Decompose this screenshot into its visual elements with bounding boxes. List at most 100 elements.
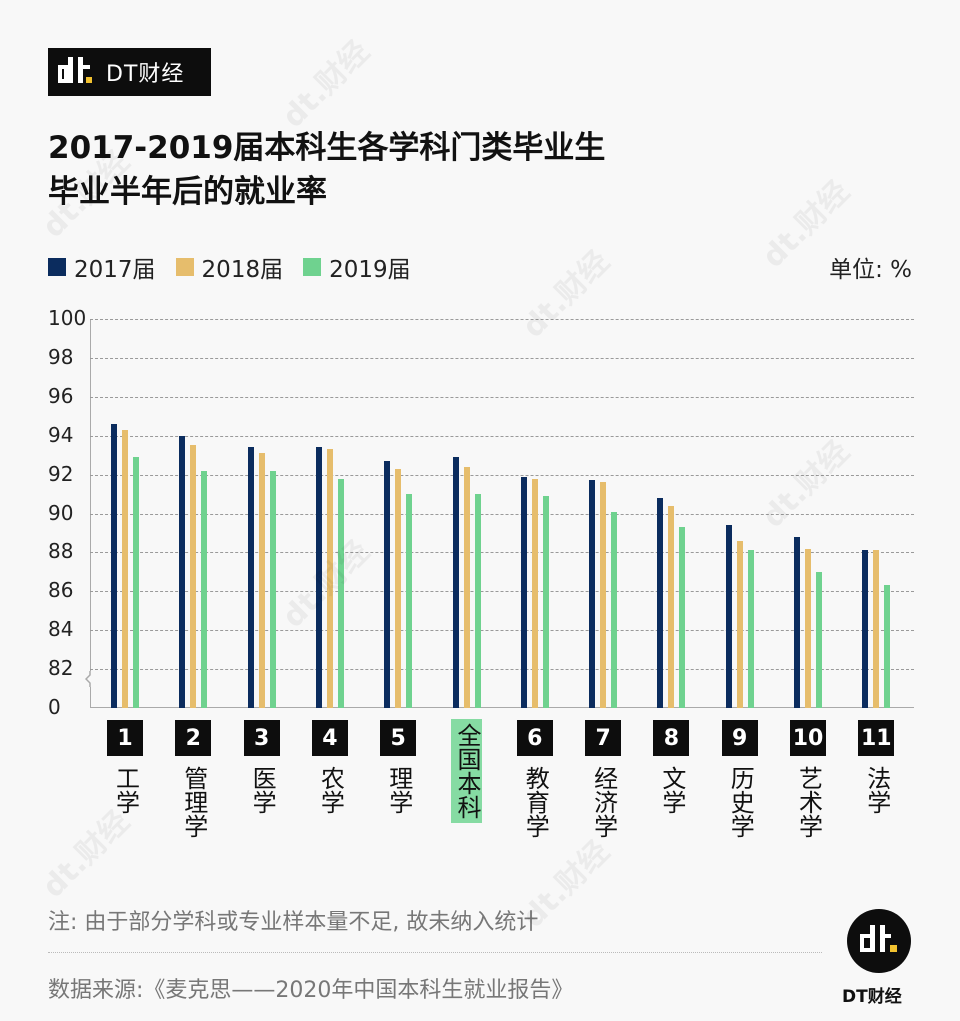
chart-title: 2017-2019届本科生各学科门类毕业生 毕业半年后的就业率 — [48, 126, 605, 214]
rank-badge: 1 — [107, 720, 143, 756]
category-label: 7 经济学 — [585, 720, 622, 838]
legend-swatch-icon — [175, 258, 194, 276]
bar-2018届 — [258, 453, 265, 708]
bar-2018届 — [805, 548, 811, 708]
bar-2017届 — [247, 447, 254, 708]
rank-badge: 3 — [243, 720, 280, 756]
rank-badge: 7 — [585, 720, 622, 756]
bar-2018届 — [600, 482, 607, 708]
category-label: 6 教育学 — [516, 720, 553, 838]
x-axis — [90, 707, 914, 708]
category-label: 全国本科 — [449, 719, 485, 823]
category-label: 1 工学 — [107, 720, 143, 814]
rank-badge: 8 — [653, 720, 690, 756]
bar-2019届 — [406, 494, 413, 708]
unit-label: 单位: % — [829, 257, 912, 283]
bar-2019届 — [816, 571, 822, 708]
category-name: 理学 — [384, 766, 413, 814]
category-name: 管理学 — [179, 766, 208, 838]
y-tick-label: 100 — [48, 306, 87, 330]
brand-name: DT财经 — [106, 62, 185, 87]
gridline — [90, 591, 914, 593]
category-label: 5 理学 — [380, 720, 417, 814]
bar-2018届 — [395, 468, 402, 708]
y-tick-label: 86 — [48, 578, 74, 603]
bar-2017届 — [384, 461, 391, 708]
bar-2017届 — [589, 480, 596, 708]
bar-2018届 — [873, 550, 880, 708]
brand-badge: DT财经 — [48, 48, 211, 96]
bar-2019届 — [201, 470, 208, 708]
y-tick-label: 92 — [48, 461, 74, 486]
legend-item: 2018届 — [175, 250, 283, 284]
category-name: 艺术学 — [794, 766, 823, 838]
y-tick-label: 96 — [48, 383, 74, 408]
bar-2019届 — [337, 478, 344, 708]
gridline — [90, 669, 914, 671]
rank-badge: 4 — [311, 720, 348, 756]
rank-badge: 9 — [721, 720, 758, 756]
dt-logo-icon — [58, 57, 98, 87]
category-name: 法学 — [862, 766, 891, 814]
gridline — [90, 552, 914, 554]
logo-text: DT财经 — [842, 987, 902, 1007]
category-name: 教育学 — [521, 766, 550, 838]
category-name: 工学 — [111, 766, 140, 814]
bar-2019届 — [269, 470, 276, 708]
category-label: 4 农学 — [311, 720, 348, 814]
bar-2018届 — [326, 449, 333, 708]
gridline — [90, 513, 914, 515]
data-source: 数据来源:《麦克思——2020年中国本科生就业报告》 — [48, 978, 574, 1003]
bar-2017届 — [111, 424, 117, 708]
category-name: 全国本科 — [451, 719, 482, 823]
y-tick-label: 0 — [48, 695, 61, 719]
bar-2017届 — [657, 497, 664, 708]
rank-badge: 5 — [380, 720, 417, 756]
legend-label: 2017届 — [74, 257, 156, 283]
category-name: 文学 — [657, 766, 686, 814]
y-tick-label: 88 — [48, 539, 74, 564]
legend-swatch-icon — [303, 258, 322, 276]
divider — [48, 952, 822, 953]
rank-badge: 11 — [858, 720, 895, 756]
bar-2019届 — [679, 527, 686, 708]
y-tick-label: 82 — [48, 656, 74, 681]
legend: 2017届 2018届 2019届 — [48, 250, 431, 284]
category-name: 历史学 — [726, 766, 755, 838]
gridline — [90, 319, 914, 320]
bar-2019届 — [133, 457, 139, 708]
plot-area — [84, 319, 914, 708]
gridline — [90, 357, 914, 359]
bar-2017届 — [794, 536, 800, 708]
bar-2019届 — [611, 511, 618, 708]
bar-2018届 — [531, 478, 538, 708]
gridline — [90, 435, 914, 437]
bar-2018届 — [122, 429, 128, 708]
dt-logo-icon — [847, 909, 911, 973]
category-name: 经济学 — [589, 766, 618, 838]
category-label: 10 艺术学 — [790, 720, 826, 838]
bar-2017届 — [725, 525, 732, 708]
title-line-2: 毕业半年后的就业率 — [48, 174, 327, 210]
bar-2017届 — [520, 476, 527, 708]
category-label: 2 管理学 — [175, 720, 212, 838]
bar-2017届 — [862, 550, 869, 708]
legend-label: 2019届 — [329, 257, 411, 283]
y-tick-label: 90 — [48, 500, 74, 525]
bar-2017届 — [179, 435, 186, 708]
footnote: 注: 由于部分学科或专业样本量不足, 故未纳入统计 — [48, 910, 539, 935]
bar-2019届 — [474, 494, 481, 708]
y-tick-label: 84 — [48, 617, 74, 642]
bar-2019届 — [884, 585, 891, 708]
bar-2018届 — [736, 540, 743, 708]
y-tick-label: 94 — [48, 422, 74, 447]
y-tick-label: 98 — [48, 344, 74, 369]
bar-2018届 — [668, 505, 675, 708]
category-name: 农学 — [316, 766, 345, 814]
rank-badge: 10 — [790, 720, 826, 756]
bar-2019届 — [747, 550, 754, 708]
category-label: 9 历史学 — [721, 720, 758, 838]
legend-swatch-icon — [48, 258, 66, 276]
gridline — [90, 474, 914, 476]
category-label: 3 医学 — [243, 720, 280, 814]
